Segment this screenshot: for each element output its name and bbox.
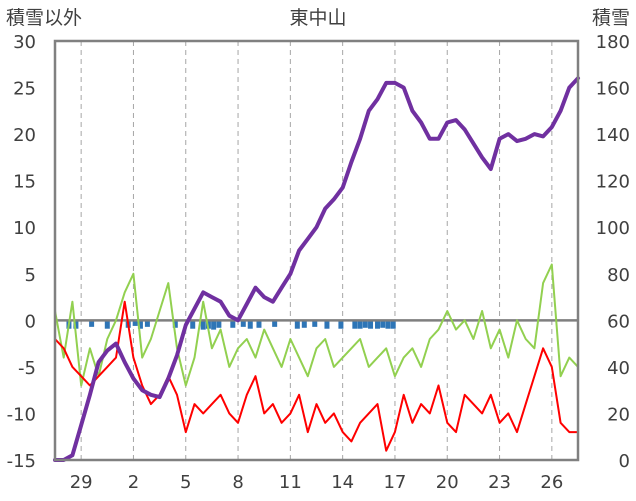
precip-bar-20 <box>301 320 307 328</box>
precip-bar-13 <box>216 320 222 328</box>
left-axis-label: 積雪以外 <box>6 7 82 29</box>
right-tick-label-2: 140 <box>596 125 630 146</box>
precip-bar-8 <box>172 320 178 328</box>
right-tick-label-6: 60 <box>607 311 630 332</box>
precip-bar-27 <box>368 320 374 329</box>
precip-bar-1 <box>73 320 79 329</box>
series-lines <box>53 76 580 462</box>
max_temp-line <box>54 263 579 387</box>
right-axis-label: 積雪 <box>592 7 630 29</box>
snow_depth-line <box>53 76 580 462</box>
precip-bar-7 <box>144 320 150 327</box>
x-tick-label-8: 23 <box>488 472 511 493</box>
left-tick-label-3: 15 <box>13 172 36 193</box>
left-tick-label-5: 5 <box>25 265 36 286</box>
min_temp-line <box>54 300 579 452</box>
left-tick-label-8: -10 <box>7 404 36 425</box>
precip-bar-22 <box>324 320 330 329</box>
right-tick-label-4: 100 <box>596 218 630 239</box>
right-tick-label-5: 80 <box>607 265 630 286</box>
precip-bar-26 <box>362 320 368 328</box>
left-tick-label-9: -15 <box>7 451 36 472</box>
x-tick-label-6: 17 <box>383 472 406 493</box>
right-tick-label-3: 120 <box>596 172 630 193</box>
precip-bar-10 <box>200 320 206 330</box>
precip-bar-12 <box>211 320 217 330</box>
left-axis-ticks: 30 25 20 15 10 5 0 -5 -10 -15 <box>7 32 36 472</box>
precip-bar-3 <box>104 320 110 329</box>
left-tick-label-6: 0 <box>25 311 36 332</box>
plot-frame <box>53 39 580 462</box>
precip-bar-28 <box>375 320 381 329</box>
right-tick-label-0: 180 <box>596 32 630 53</box>
right-tick-label-8: 20 <box>607 404 630 425</box>
precip-bar-15 <box>240 320 246 327</box>
precip-bar-5 <box>132 320 138 326</box>
precip-bar-29 <box>380 320 386 328</box>
right-tick-label-9: 0 <box>619 451 630 472</box>
left-tick-label-7: -5 <box>18 358 36 379</box>
x-tick-label-1: 2 <box>128 472 139 493</box>
precip-bar-31 <box>390 320 396 329</box>
precip-bar-25 <box>357 320 363 329</box>
x-tick-label-2: 5 <box>180 472 191 493</box>
right-tick-label-1: 160 <box>596 79 630 100</box>
precip-bar-18 <box>272 320 278 327</box>
precip-bar-30 <box>385 320 391 329</box>
precip-bar-24 <box>352 320 358 329</box>
left-tick-label-2: 20 <box>13 125 36 146</box>
x-tick-label-4: 11 <box>279 472 302 493</box>
x-axis-ticks: 29 2 5 8 11 14 17 20 23 26 <box>70 472 564 493</box>
precip-bar-23 <box>338 320 344 329</box>
x-tick-label-0: 29 <box>70 472 93 493</box>
left-tick-label-0: 30 <box>13 32 36 53</box>
precip-bar-2 <box>89 320 95 327</box>
x-tick-label-9: 26 <box>540 472 563 493</box>
x-tick-label-7: 20 <box>436 472 459 493</box>
precip-bar-14 <box>230 320 236 328</box>
vertical-gridlines <box>80 41 553 460</box>
precip-bar-6 <box>137 320 143 329</box>
x-tick-label-5: 14 <box>331 472 354 493</box>
precip-bar-17 <box>256 320 262 328</box>
left-tick-label-4: 10 <box>13 218 36 239</box>
precip-bar-16 <box>247 320 253 329</box>
precip-bar-9 <box>190 320 196 329</box>
precip-bar-21 <box>312 320 318 327</box>
right-tick-label-7: 40 <box>607 358 630 379</box>
chart-title: 東中山 <box>289 7 346 29</box>
right-axis-ticks: 180 160 140 120 100 80 60 40 20 0 <box>596 32 630 472</box>
precip-bar-19 <box>294 320 300 329</box>
x-tick-label-3: 8 <box>232 472 243 493</box>
left-tick-label-1: 25 <box>13 79 36 100</box>
precip-bars <box>66 320 396 330</box>
